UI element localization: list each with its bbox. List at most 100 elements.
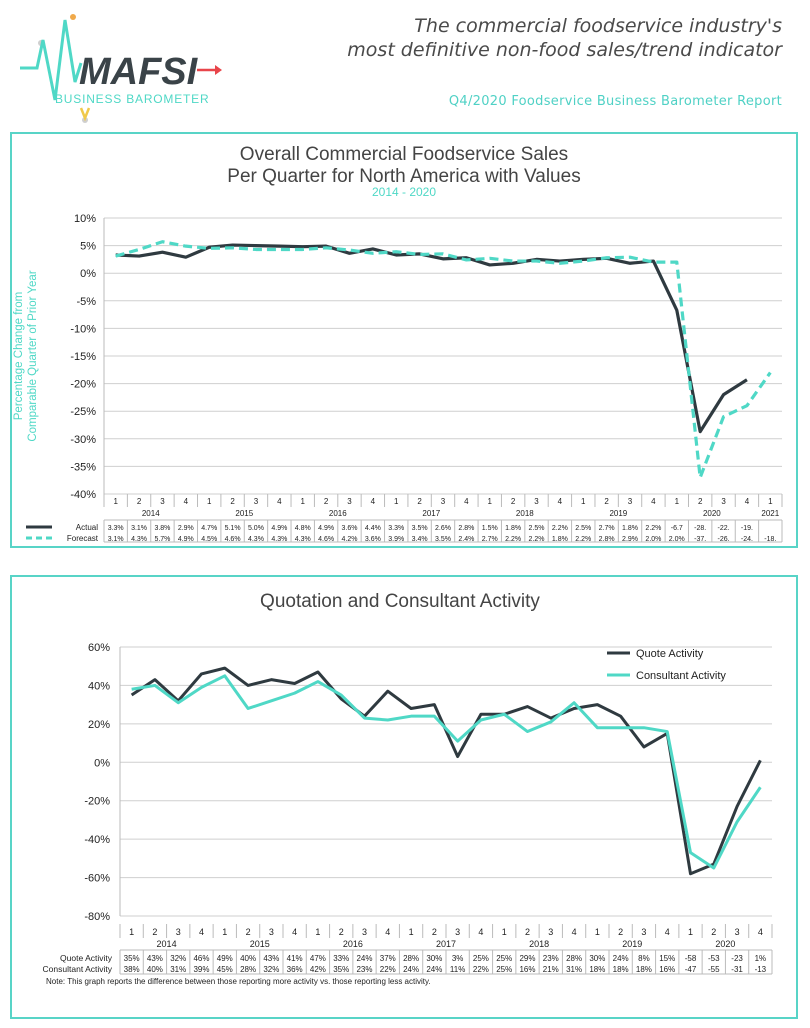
- data-label: 35%: [333, 965, 349, 974]
- quarter-label: 2: [137, 497, 142, 506]
- data-label: 18%: [613, 965, 629, 974]
- logo-subtitle: BUSINESS BAROMETER: [55, 92, 209, 106]
- data-label: 4.5%: [201, 536, 217, 543]
- y-tick-label: 5%: [80, 241, 96, 253]
- quarter-label: 1: [488, 497, 493, 506]
- sales-chart: Overall Commercial Foodservice SalesPer …: [13, 144, 783, 543]
- y-tick-label: 40%: [88, 680, 110, 692]
- data-label: 16%: [659, 965, 675, 974]
- quarter-label: 3: [628, 497, 633, 506]
- data-label: 4.3%: [271, 536, 287, 543]
- data-label: 1.8%: [622, 525, 638, 532]
- data-label: 2.5%: [529, 525, 545, 532]
- data-label: 23%: [543, 954, 559, 963]
- y-tick-label: -20%: [84, 796, 110, 808]
- quarter-label: 4: [385, 927, 390, 937]
- quarter-label: 3: [441, 497, 446, 506]
- data-label: 40%: [147, 965, 163, 974]
- data-label: -18.: [764, 536, 776, 543]
- y-tick-label: 0%: [94, 757, 110, 769]
- year-label: 2019: [609, 509, 627, 518]
- tagline: The commercial foodservice industry's mo…: [347, 14, 782, 62]
- data-label: 5.7%: [154, 536, 170, 543]
- year-label: 2017: [422, 509, 440, 518]
- data-label: 1.8%: [505, 525, 521, 532]
- data-label: 38%: [124, 965, 140, 974]
- data-label: 22%: [473, 965, 489, 974]
- data-label: 42%: [310, 965, 326, 974]
- quarter-label: 3: [735, 927, 740, 937]
- data-label: 2.6%: [435, 525, 451, 532]
- data-label: 1.5%: [482, 525, 498, 532]
- year-label: 2016: [329, 509, 347, 518]
- data-label: -47: [685, 965, 697, 974]
- data-label: 28%: [240, 965, 256, 974]
- quarter-label: 3: [160, 497, 165, 506]
- data-label: 2.2%: [529, 536, 545, 543]
- data-label: 4.9%: [178, 536, 194, 543]
- data-label: 2.7%: [482, 536, 498, 543]
- quarter-label: 1: [595, 927, 600, 937]
- series-line-consultant: [131, 674, 762, 870]
- year-label: 2016: [343, 939, 363, 949]
- legend-label-quote: Quote Activity: [636, 648, 704, 660]
- quarter-label: 4: [572, 927, 577, 937]
- quarter-label: 1: [207, 497, 212, 506]
- data-label: -37.: [694, 536, 706, 543]
- data-label: 28%: [403, 954, 419, 963]
- data-label: 37%: [380, 954, 396, 963]
- quarter-label: 4: [464, 497, 469, 506]
- data-label: 2.9%: [622, 536, 638, 543]
- y-tick-label: -40%: [84, 834, 110, 846]
- data-label: 3.6%: [341, 525, 357, 532]
- data-label: 3.6%: [365, 536, 381, 543]
- quarter-label: 3: [455, 927, 460, 937]
- quarter-label: 4: [292, 927, 297, 937]
- year-label: 2019: [622, 939, 642, 949]
- data-label: 24%: [426, 965, 442, 974]
- quarter-label: 4: [184, 497, 189, 506]
- chart-title: Quotation and Consultant Activity: [260, 591, 540, 612]
- data-label: 4.6%: [318, 536, 334, 543]
- data-label: 1.8%: [552, 536, 568, 543]
- y-tick-label: -10%: [70, 323, 96, 335]
- data-label: 25%: [496, 954, 512, 963]
- data-label: 3%: [452, 954, 464, 963]
- quarter-label: 1: [394, 497, 399, 506]
- row-label-consultant: Consultant Activity: [43, 964, 113, 974]
- page-header: MAFSI BUSINESS BAROMETER The commercial …: [0, 0, 810, 130]
- quarter-label: 3: [548, 927, 553, 937]
- tagline-line2: most definitive non-food sales/trend ind…: [347, 39, 782, 61]
- y-tick-label: -40%: [70, 489, 96, 501]
- data-label: 2.8%: [458, 525, 474, 532]
- data-label: 3.3%: [388, 525, 404, 532]
- data-label: 45%: [217, 965, 233, 974]
- data-label: 16%: [519, 965, 535, 974]
- quarter-label: 1: [315, 927, 320, 937]
- quarter-label: 4: [558, 497, 563, 506]
- data-label: 32%: [263, 965, 279, 974]
- quarter-label: 4: [758, 927, 763, 937]
- data-label: 2.2%: [552, 525, 568, 532]
- data-label: 4.6%: [225, 536, 241, 543]
- data-label: 2.7%: [599, 525, 615, 532]
- data-label: -23: [731, 954, 743, 963]
- sales-chart-panel: Overall Commercial Foodservice Sales Per …: [10, 132, 798, 548]
- data-label: -31: [731, 965, 743, 974]
- data-label: 32%: [170, 954, 186, 963]
- quarter-label: 1: [113, 497, 118, 506]
- report-title: Q4/2020 Foodservice Business Barometer R…: [448, 94, 782, 109]
- data-label: 4.7%: [201, 525, 217, 532]
- data-label: 36%: [287, 965, 303, 974]
- quarter-label: 4: [199, 927, 204, 937]
- data-label: 4.8%: [295, 525, 311, 532]
- quarter-label: 3: [641, 927, 646, 937]
- data-label: 18%: [589, 965, 605, 974]
- data-label: 25%: [473, 954, 489, 963]
- data-label: 43%: [147, 954, 163, 963]
- quarter-label: 1: [222, 927, 227, 937]
- data-label: 4.3%: [295, 536, 311, 543]
- data-label: 2.0%: [645, 536, 661, 543]
- data-label: 3.5%: [412, 525, 428, 532]
- data-label: 39%: [193, 965, 209, 974]
